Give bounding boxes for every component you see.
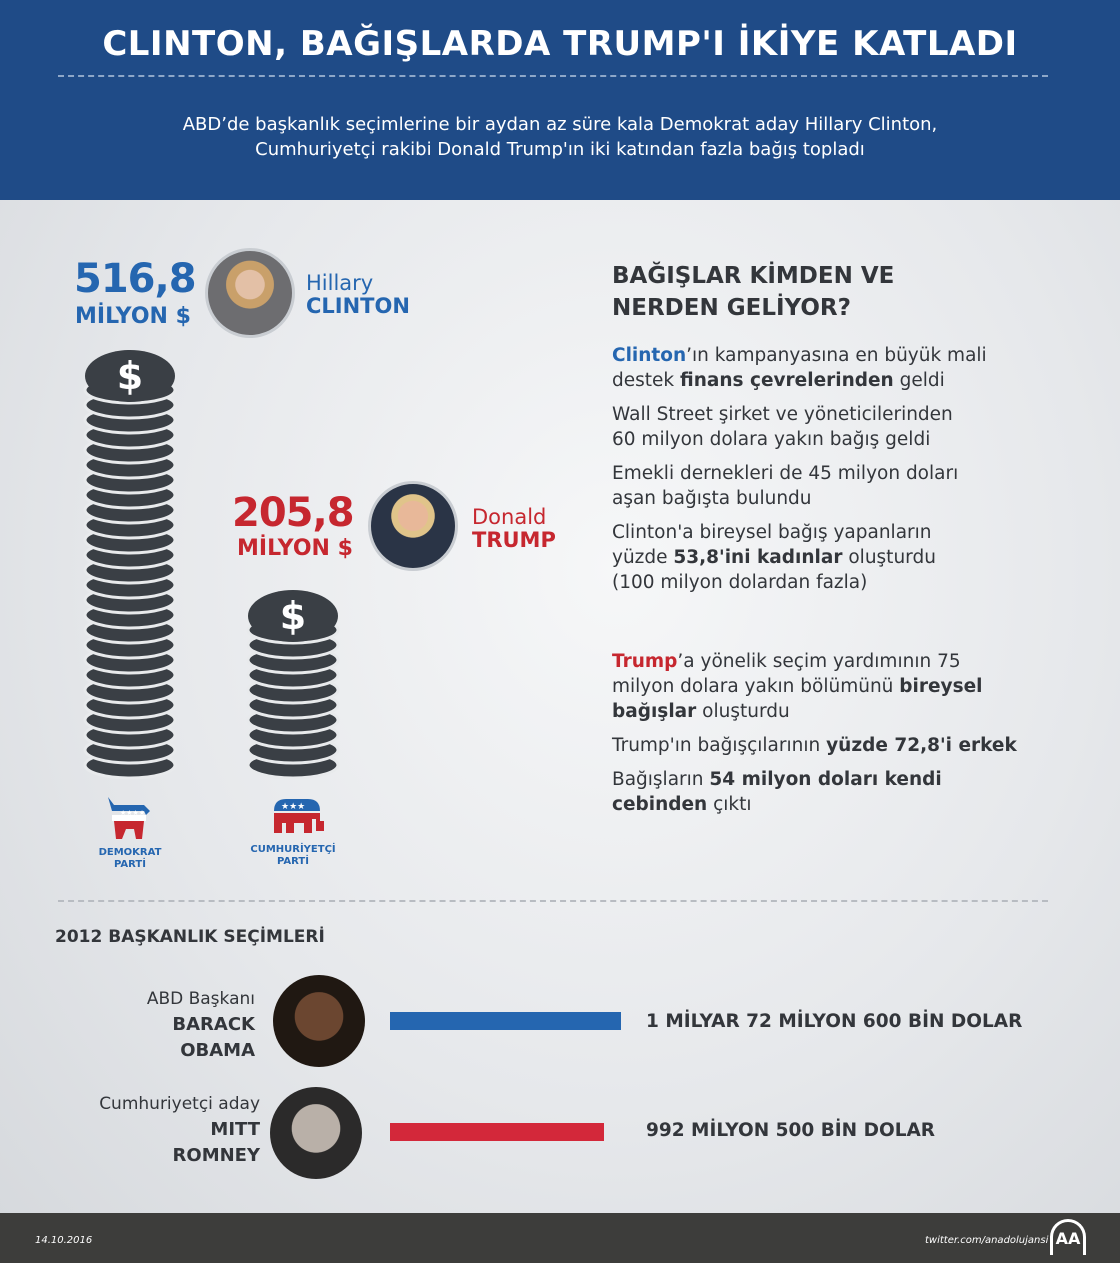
clinton-name: Hillary CLINTON (306, 272, 410, 318)
elephant-icon: ★★★ (270, 795, 326, 841)
trump-fact-3: Bağışların 54 milyon doları kendi cebinde… (612, 767, 1072, 817)
t: milyon dolara yakın bölümünü (612, 676, 900, 697)
t: Emekli dernekleri de 45 milyon doları (612, 463, 959, 484)
header-banner (0, 0, 1120, 200)
romney-photo (270, 1087, 362, 1179)
t: oluşturdu (696, 701, 790, 722)
t: 53,8'ini kadınlar (673, 547, 843, 568)
obama-amount: 1 MİLYAR 72 MİLYON 600 BİN DOLAR (646, 1011, 1023, 1032)
section-heading: BAĞIŞLAR KİMDEN VE NERDEN GELİYOR? (612, 260, 894, 324)
last-name: OBAMA (180, 1040, 255, 1061)
t: cebinden (612, 794, 708, 815)
clinton-fact-3: Emekli dernekleri de 45 milyon doları aşa… (612, 461, 1072, 511)
first-name: MITT (210, 1119, 260, 1140)
footer-twitter[interactable]: twitter.com/anadolujansi (925, 1235, 1049, 1246)
svg-text:★★★: ★★★ (281, 802, 305, 812)
aa-logo: AA (1050, 1219, 1086, 1255)
page-title: CLINTON, BAĞIŞLARDA TRUMP'I İKİYE KATLAD… (102, 24, 1018, 64)
party-name: CUMHURİYETÇİ (250, 844, 336, 855)
t: Clinton (612, 345, 687, 366)
t: yüzde (612, 547, 674, 568)
t: Wall Street şirket ve yöneticilerinden (612, 404, 953, 425)
role: ABD Başkanı (146, 989, 255, 1009)
first-name: Hillary (306, 271, 374, 295)
dollar-icon: $ (117, 354, 143, 398)
clinton-unit: MİLYON $ (75, 304, 191, 329)
t: destek (612, 370, 680, 391)
trump-fact-2: Trump'ın bağışçılarının yüzde 72,8'i erk… (612, 733, 1072, 758)
obama-bar (390, 1012, 621, 1030)
t: oluşturdu (842, 547, 936, 568)
clinton-fact-2: Wall Street şirket ve yöneticilerinden 60… (612, 402, 1072, 452)
clinton-fact-4: Clinton'a bireysel bağış yapanların yüzde… (612, 520, 1072, 595)
last-name: ROMNEY (172, 1145, 260, 1166)
democrat-label: DEMOKRAT PARTİ (92, 847, 168, 871)
heading-line: NERDEN GELİYOR? (612, 295, 851, 321)
footer-date: 14.10.2016 (35, 1235, 93, 1246)
last-name: CLINTON (306, 294, 410, 318)
trump-photo (368, 481, 458, 571)
subtitle-line: ABD’de başkanlık seçimlerine bir aydan a… (182, 114, 938, 135)
coin-stacks: $ $ (0, 0, 400, 800)
t: Bağışların (612, 769, 710, 790)
footer (0, 1213, 1120, 1263)
clinton-top-coin (85, 350, 175, 402)
divider (58, 75, 1048, 77)
svg-text:★★★★: ★★★★ (120, 809, 145, 817)
trump-fact-1: Trump’a yönelik seçim yardımının 75 milyo… (612, 649, 1072, 724)
t: ’a yönelik seçim yardımının 75 (677, 651, 961, 672)
t: finans çevrelerinden (680, 370, 894, 391)
trump-top-coin (248, 590, 338, 642)
party-name: DEMOKRAT (98, 847, 162, 858)
republican-label: CUMHURİYETÇİ PARTİ (243, 844, 343, 868)
romney-amount: 992 MİLYON 500 BİN DOLAR (646, 1120, 936, 1141)
subtitle-line: Cumhuriyetçi rakibi Donald Trump'ın iki … (255, 139, 865, 160)
t: bağışlar (612, 701, 697, 722)
romney-label: Cumhuriyetçi aday MITT ROMNEY (20, 1092, 260, 1169)
first-name: Donald (472, 505, 547, 529)
obama-label: ABD Başkanı BARACK OBAMA (15, 987, 255, 1064)
role: Cumhuriyetçi aday (99, 1094, 260, 1114)
t: Trump (612, 651, 678, 672)
party-name: PARTİ (114, 859, 146, 870)
t: (100 milyon dolardan fazla) (612, 572, 868, 593)
t: Clinton'a bireysel bağış yapanların (612, 522, 932, 543)
subtitle: ABD’de başkanlık seçimlerine bir aydan a… (0, 112, 1120, 162)
clinton-photo (205, 248, 295, 338)
divider (58, 900, 1048, 902)
section-2012-title: 2012 BAŞKANLIK SEÇİMLERİ (55, 927, 325, 947)
trump-name: Donald TRUMP (472, 506, 556, 552)
first-name: BARACK (172, 1014, 255, 1035)
obama-photo (273, 975, 365, 1067)
t: çıktı (707, 794, 752, 815)
t: yüzde 72,8'i erkek (826, 735, 1017, 756)
t: bireysel (899, 676, 983, 697)
romney-bar (390, 1123, 604, 1141)
dollar-icon: $ (280, 594, 306, 638)
t: geldi (893, 370, 945, 391)
t: 54 milyon doları kendi (709, 769, 942, 790)
clinton-amount: 516,8 (74, 256, 197, 302)
t: 60 milyon dolara yakın bağış geldi (612, 429, 931, 450)
trump-amount: 205,8 (232, 490, 355, 536)
last-name: TRUMP (472, 528, 556, 552)
trump-unit: MİLYON $ (237, 536, 353, 561)
clinton-fact-1: Clinton’ın kampanyasına en büyük mali des… (612, 343, 1072, 393)
party-name: PARTİ (277, 856, 309, 867)
t: ’ın kampanyasına en büyük mali (686, 345, 987, 366)
t: aşan bağışta bulundu (612, 488, 812, 509)
donkey-icon: ★★★★ (104, 795, 158, 845)
heading-line: BAĞIŞLAR KİMDEN VE (612, 263, 895, 289)
t: Trump'ın bağışçılarının (612, 735, 827, 756)
